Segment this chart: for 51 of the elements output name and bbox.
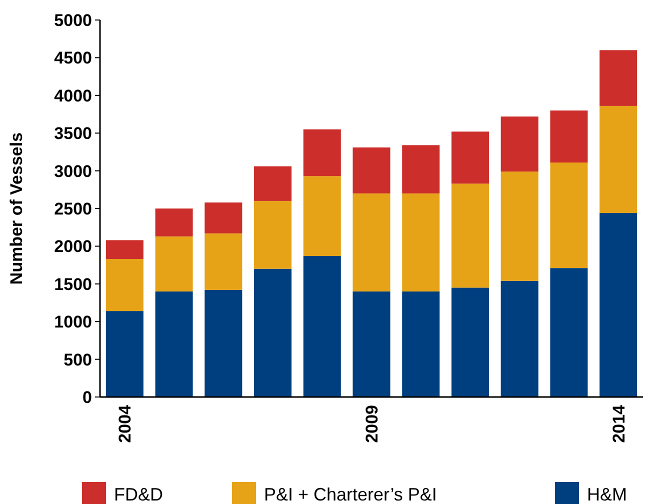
bar <box>106 240 144 260</box>
y-tick-label: 5000 <box>54 10 92 30</box>
bar <box>500 116 538 172</box>
y-tick-label: 500 <box>64 350 92 370</box>
y-tick-label: 2000 <box>54 237 92 256</box>
y-axis-title: Number of Vessels <box>7 132 26 285</box>
bar <box>352 147 390 194</box>
y-tick-label: 0 <box>82 388 92 407</box>
legend-label: P&I + Charterer’s P&I <box>264 484 437 504</box>
bar <box>106 259 144 312</box>
bar <box>550 268 588 397</box>
x-tick-label: 2014 <box>609 404 628 443</box>
bar <box>303 256 341 397</box>
y-tick-label: 4000 <box>54 86 92 106</box>
bar <box>303 176 341 256</box>
y-tick-label: 3000 <box>54 162 92 181</box>
bar <box>451 288 489 397</box>
bar <box>155 208 193 236</box>
x-tick-label: 2004 <box>116 404 135 443</box>
bar <box>352 291 390 397</box>
bar <box>204 233 242 290</box>
bar <box>600 213 638 397</box>
bar <box>106 311 144 397</box>
y-tick-label: 4500 <box>54 48 92 68</box>
bar <box>204 290 242 397</box>
bar <box>402 145 440 194</box>
bar <box>155 291 193 397</box>
bar <box>155 236 193 292</box>
bar <box>500 172 538 281</box>
bar <box>204 202 242 234</box>
bar <box>550 110 588 163</box>
bar <box>352 193 390 292</box>
y-tick-label: 1500 <box>54 274 92 294</box>
legend-label: H&M <box>587 484 627 504</box>
bar <box>402 193 440 292</box>
bar <box>254 200 292 269</box>
bar <box>451 132 489 184</box>
bar <box>254 268 292 397</box>
bar <box>451 184 489 288</box>
bar <box>500 280 538 397</box>
bar <box>254 166 292 201</box>
y-tick-label: 1000 <box>54 312 92 332</box>
y-tick-label: 2500 <box>54 199 92 218</box>
bar <box>600 106 638 214</box>
bar <box>550 162 588 268</box>
bar <box>600 50 638 106</box>
bar <box>402 291 440 397</box>
bar <box>303 129 341 176</box>
legend-label: FD&D <box>114 484 163 504</box>
x-tick-label: 2009 <box>362 405 382 443</box>
y-tick-label: 3500 <box>54 124 92 144</box>
